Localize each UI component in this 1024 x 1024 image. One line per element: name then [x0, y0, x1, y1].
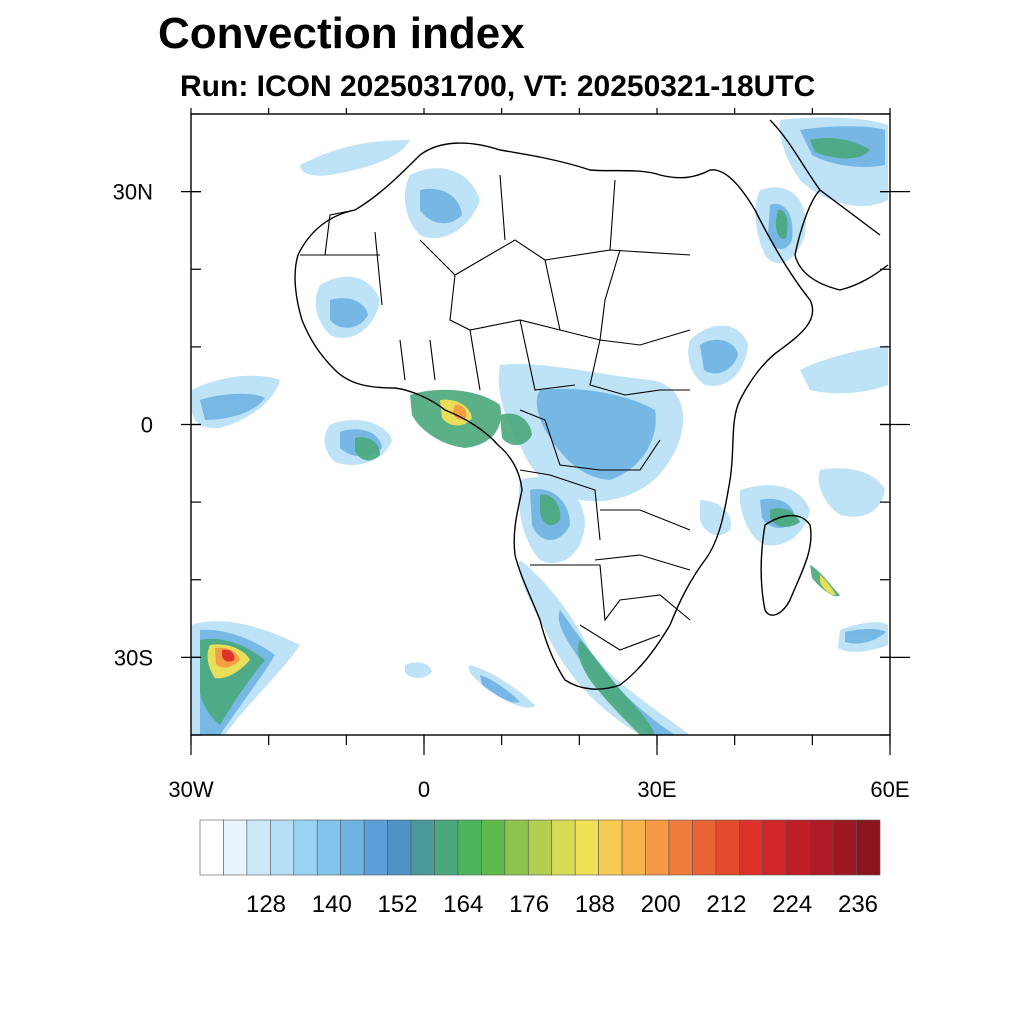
colorbar-swatch	[340, 819, 365, 876]
colorbar-label: 200	[641, 891, 681, 918]
lon-tick-label: 0	[418, 777, 430, 802]
lat-tick-label: 0	[141, 413, 153, 438]
colorbar-label: 188	[575, 891, 615, 918]
colorbar-label: 212	[706, 891, 746, 918]
lon-tick-label: 30W	[168, 777, 213, 802]
page-title: Convection index	[158, 9, 525, 58]
colorbar-label: 224	[772, 891, 812, 918]
colorbar-swatch	[598, 819, 623, 876]
colorbar-swatch	[715, 819, 740, 876]
convection-field	[191, 117, 888, 735]
colorbar-swatch	[668, 819, 693, 876]
colorbar-swatch	[832, 819, 857, 876]
colorbar-swatch	[223, 819, 248, 876]
colorbar: 128 140 152 164 176 188 200 212 224 236	[199, 819, 881, 918]
lon-tick-label: 60E	[870, 777, 909, 802]
colorbar-label: 164	[443, 891, 483, 918]
lat-tick-label: 30N	[113, 180, 153, 205]
colorbar-swatch	[856, 819, 881, 876]
colorbar-label: 128	[246, 891, 286, 918]
colorbar-swatch	[434, 819, 459, 876]
colorbar-label: 140	[312, 891, 352, 918]
colorbar-swatch	[621, 819, 646, 876]
colorbar-swatch	[270, 819, 295, 876]
colorbar-swatch	[574, 819, 599, 876]
colorbar-swatch	[293, 819, 318, 876]
colorbar-swatch	[692, 819, 717, 876]
colorbar-swatch	[739, 819, 764, 876]
colorbar-label: 176	[509, 891, 549, 918]
colorbar-swatch	[809, 819, 834, 876]
colorbar-swatch	[387, 819, 412, 876]
colorbar-swatch	[457, 819, 482, 876]
colorbar-swatch	[527, 819, 553, 876]
lon-tick-label: 30E	[637, 777, 676, 802]
colorbar-swatch	[504, 819, 529, 876]
colorbar-swatch	[645, 819, 670, 876]
lat-tick-label: 30S	[114, 645, 153, 670]
colorbar-swatch	[762, 819, 787, 876]
coastline	[294, 119, 889, 690]
country-borders	[300, 174, 691, 651]
colorbar-label: 236	[838, 891, 878, 918]
colorbar-swatch	[551, 819, 576, 876]
run-subtitle: Run: ICON 2025031700, VT: 20250321-18UTC	[180, 70, 816, 103]
colorbar-swatch	[316, 819, 341, 876]
colorbar-swatch	[785, 819, 810, 876]
colorbar-swatch	[363, 819, 388, 876]
colorbar-swatch	[410, 819, 435, 876]
colorbar-swatch	[481, 819, 506, 876]
colorbar-swatch	[246, 819, 271, 876]
colorbar-label: 152	[378, 891, 418, 918]
colorbar-swatch	[199, 819, 224, 876]
axis-ticks: 30N 0 30S 30W 0 30E 60E	[113, 108, 910, 802]
